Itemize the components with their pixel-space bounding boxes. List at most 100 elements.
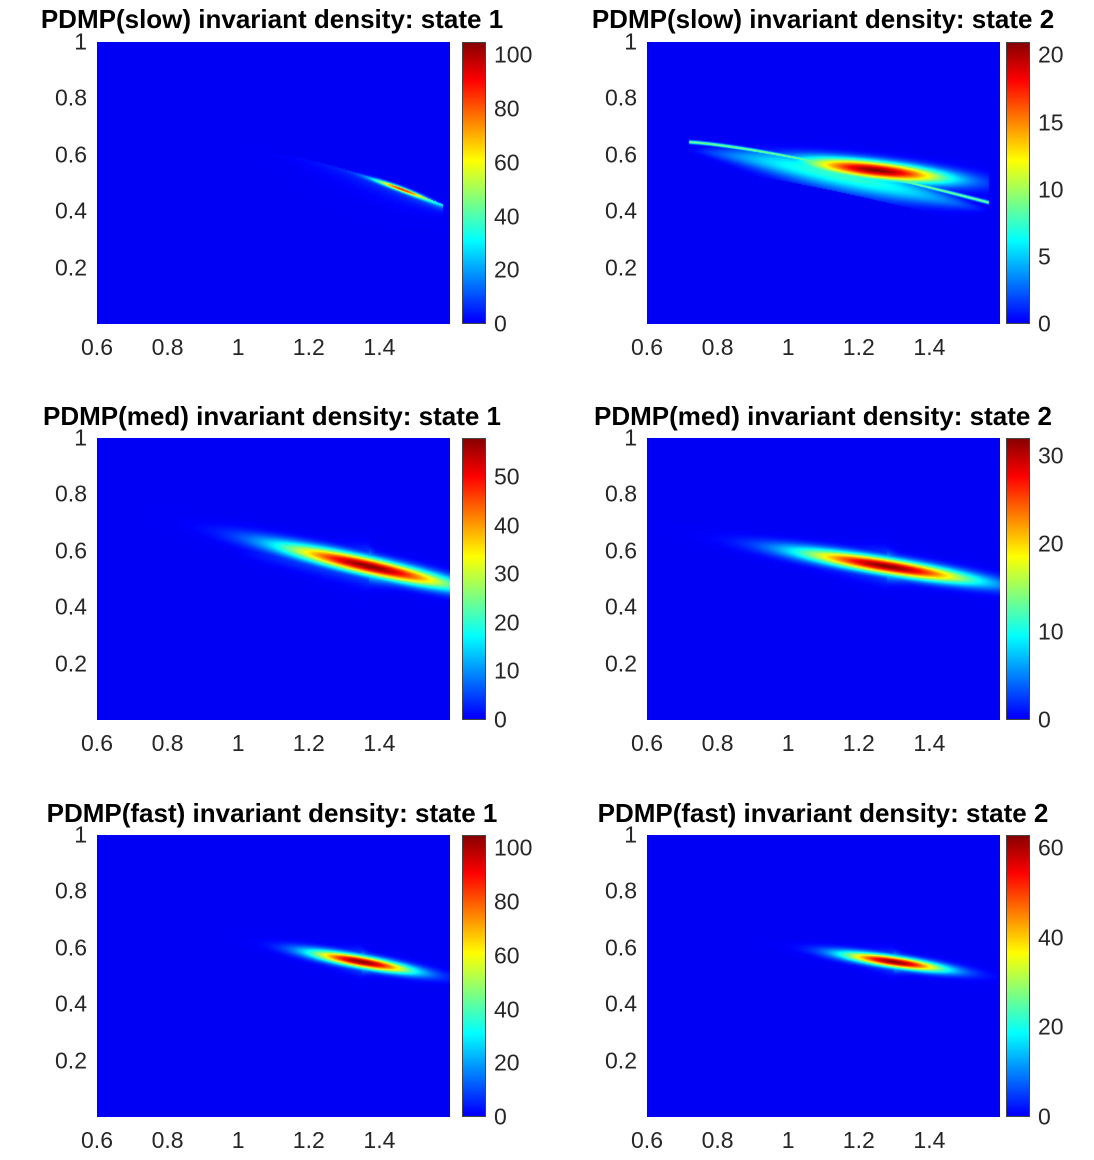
colorbar-tick-label: 100 [494, 834, 533, 861]
panel-title: PDMP(med) invariant density: state 2 [594, 401, 1052, 431]
y-tick-label: 0.6 [605, 934, 637, 961]
colorbar-tick-label: 40 [494, 996, 520, 1023]
colorbar-tick-label: 80 [494, 95, 520, 122]
panel-title: PDMP(fast) invariant density: state 1 [46, 798, 498, 828]
colorbar-tick-label: 0 [494, 706, 507, 733]
x-tick-label: 1.2 [292, 334, 325, 360]
x-tick-label: 1.4 [363, 1127, 396, 1153]
y-tick-label: 0.8 [55, 480, 87, 507]
y-tick-label: 0.2 [605, 254, 637, 281]
colorbar-tick-label: 20 [494, 609, 520, 636]
x-tick-label: 1 [781, 334, 795, 360]
x-tick-label: 1.2 [842, 334, 875, 360]
x-tick-label: 1.2 [292, 1127, 325, 1153]
y-tick-label: 0.6 [55, 141, 87, 168]
colorbar-tick-label: 20 [494, 256, 520, 283]
heatmap-plot [97, 835, 450, 1117]
y-tick-label: 0.8 [605, 480, 637, 507]
y-tick-label: 0.8 [55, 84, 87, 111]
x-tick-label: 0.6 [631, 1127, 663, 1153]
y-tick-label: 0.4 [55, 593, 87, 620]
heatmap-plot [647, 42, 1000, 324]
colorbar-tick-label: 40 [1038, 924, 1064, 951]
colorbar [1006, 835, 1030, 1117]
y-tick-label: 0.4 [55, 990, 87, 1017]
x-tick-label: 1 [781, 730, 795, 756]
y-tick-label: 0.8 [55, 877, 87, 904]
colorbar-tick-label: 0 [494, 310, 507, 337]
y-tick-label: 0.8 [605, 84, 637, 111]
colorbar-tick-label: 20 [494, 1049, 520, 1076]
x-tick-label: 0.8 [701, 730, 734, 756]
y-tick-label: 0.4 [55, 197, 87, 224]
x-tick-label: 1.4 [913, 1127, 946, 1153]
colorbar-tick-label: 30 [494, 560, 520, 587]
x-tick-label: 1 [231, 334, 245, 360]
x-tick-label: 0.8 [151, 1127, 184, 1153]
y-tick-label: 0.2 [605, 1047, 637, 1074]
x-tick-label: 1.2 [842, 1127, 875, 1153]
colorbar [1006, 438, 1030, 720]
y-tick-label: 0.6 [55, 934, 87, 961]
y-tick-label: 0.8 [605, 877, 637, 904]
colorbar-tick-label: 10 [1038, 176, 1064, 203]
colorbar-tick-label: 20 [1038, 1013, 1064, 1040]
colorbar-tick-label: 60 [494, 942, 520, 969]
x-tick-label: 1 [781, 1127, 795, 1153]
heatmap-plot [647, 438, 1000, 720]
panel-title: PDMP(slow) invariant density: state 2 [591, 4, 1055, 34]
colorbar-tick-label: 40 [494, 512, 520, 539]
panel-title: PDMP(med) invariant density: state 1 [43, 401, 501, 431]
x-tick-label: 0.8 [151, 730, 184, 756]
panel-title: PDMP(slow) invariant density: state 1 [40, 4, 504, 34]
colorbar-tick-label: 20 [1038, 530, 1064, 557]
x-tick-label: 0.6 [81, 334, 113, 360]
colorbar-tick-label: 60 [1038, 834, 1064, 861]
colorbar-tick-label: 40 [494, 203, 520, 230]
y-tick-label: 0.6 [55, 537, 87, 564]
colorbar-tick-label: 30 [1038, 442, 1064, 469]
colorbar-tick-label: 0 [494, 1103, 507, 1130]
x-tick-label: 1.4 [363, 730, 396, 756]
colorbar [1006, 42, 1030, 324]
x-tick-label: 1.2 [292, 730, 325, 756]
y-tick-label: 0.4 [605, 990, 637, 1017]
y-tick-label: 0.6 [605, 537, 637, 564]
colorbar [462, 42, 486, 324]
x-tick-label: 1 [231, 1127, 245, 1153]
y-tick-label: 1 [74, 424, 87, 451]
x-tick-label: 1.4 [363, 334, 396, 360]
y-tick-label: 1 [624, 424, 637, 451]
x-tick-label: 1.2 [842, 730, 875, 756]
x-tick-label: 0.6 [631, 334, 663, 360]
x-tick-label: 0.6 [81, 730, 113, 756]
y-tick-label: 0.2 [55, 650, 87, 677]
colorbar-tick-label: 100 [494, 41, 533, 68]
colorbar-tick-label: 0 [1038, 706, 1051, 733]
x-tick-label: 1.4 [913, 730, 946, 756]
colorbar [462, 438, 486, 720]
colorbar-tick-label: 0 [1038, 1103, 1051, 1130]
colorbar-tick-label: 80 [494, 888, 520, 915]
y-tick-label: 1 [624, 821, 637, 848]
x-tick-label: 0.8 [151, 334, 184, 360]
x-tick-label: 0.6 [81, 1127, 113, 1153]
y-tick-label: 0.2 [55, 1047, 87, 1074]
heatmap-plot [97, 42, 450, 324]
x-tick-label: 0.8 [701, 334, 734, 360]
colorbar-tick-label: 10 [1038, 618, 1064, 645]
panel-title: PDMP(fast) invariant density: state 2 [597, 798, 1049, 828]
y-tick-label: 0.6 [605, 141, 637, 168]
colorbar-tick-label: 60 [494, 149, 520, 176]
heatmap-plot [97, 438, 450, 720]
x-tick-label: 1.4 [913, 334, 946, 360]
colorbar-tick-label: 5 [1038, 243, 1051, 270]
x-tick-label: 0.8 [701, 1127, 734, 1153]
y-tick-label: 0.2 [605, 650, 637, 677]
colorbar-tick-label: 0 [1038, 310, 1051, 337]
colorbar-tick-label: 15 [1038, 109, 1064, 136]
colorbar-tick-label: 10 [494, 657, 520, 684]
heatmap-plot [647, 835, 1000, 1117]
x-tick-label: 1 [231, 730, 245, 756]
colorbar [462, 835, 486, 1117]
